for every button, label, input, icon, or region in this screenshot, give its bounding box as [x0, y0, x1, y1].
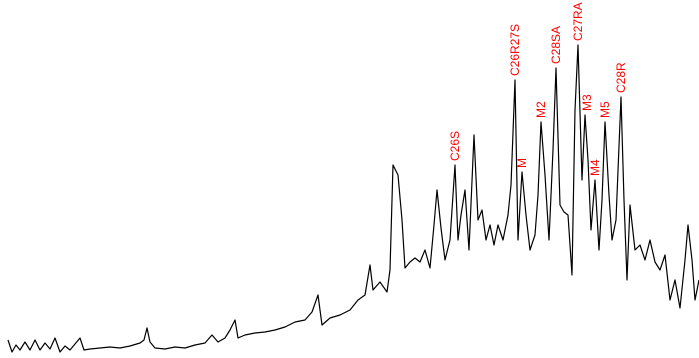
peak-label: M	[515, 158, 529, 168]
peak-label: C28R	[614, 62, 628, 93]
peak-label: M3	[580, 94, 594, 111]
trace	[7, 44, 699, 353]
peak-label: C26R27S	[508, 24, 522, 76]
peak-label: M4	[588, 159, 602, 176]
peak-label: M5	[598, 101, 612, 118]
peak-label: M2	[534, 101, 548, 118]
peak-label: C26S	[448, 131, 462, 161]
peak-label: C28SA	[549, 26, 563, 64]
peak-label: C27RA	[571, 2, 585, 41]
